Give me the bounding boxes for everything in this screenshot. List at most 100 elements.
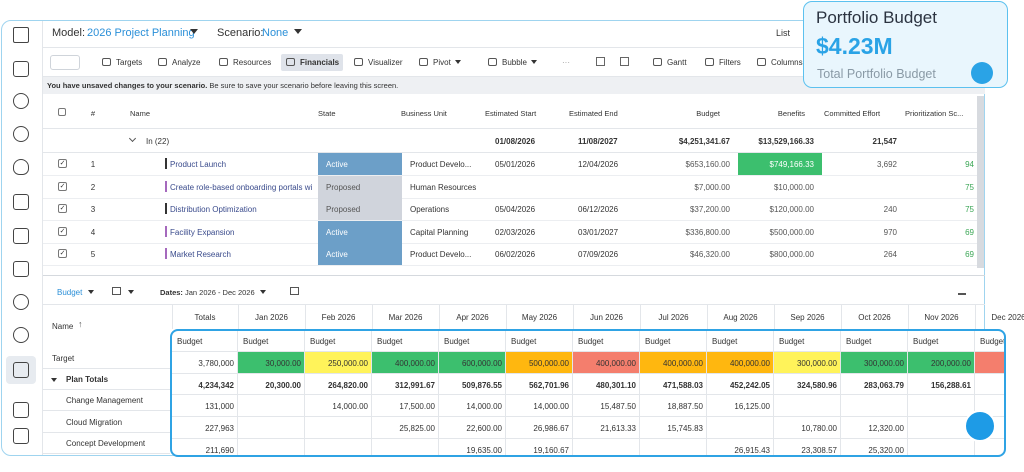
layout-icon[interactable] bbox=[13, 402, 29, 418]
portfolio-icon[interactable] bbox=[13, 61, 29, 77]
column-header[interactable]: Estimated End bbox=[569, 109, 618, 118]
globe-icon[interactable] bbox=[13, 327, 29, 343]
grid-cell bbox=[372, 352, 439, 374]
row-name: Cloud Migration bbox=[66, 418, 123, 427]
layout-toggle[interactable] bbox=[112, 287, 121, 295]
column-header[interactable]: # bbox=[90, 109, 96, 118]
column-header[interactable]: Business Unit bbox=[401, 109, 447, 118]
expand-caret[interactable] bbox=[51, 378, 57, 385]
state-cell bbox=[318, 243, 402, 266]
export-button[interactable] bbox=[958, 287, 966, 295]
grid-value: 3,780,000 bbox=[198, 359, 234, 368]
month-header[interactable]: Jun 2026 bbox=[590, 313, 623, 322]
dates-range[interactable]: Jan 2026 - Dec 2026 bbox=[185, 288, 255, 297]
toolbar-item[interactable]: Columns bbox=[771, 58, 803, 67]
toolbar-item[interactable]: Pivot bbox=[433, 58, 451, 67]
name-marker bbox=[165, 158, 167, 169]
tool-icon bbox=[488, 58, 497, 66]
month-header[interactable]: Nov 2026 bbox=[924, 313, 959, 322]
timeline-icon[interactable] bbox=[13, 93, 29, 109]
grid-cell bbox=[774, 417, 841, 439]
project-name[interactable]: Create role-based onboarding portals wi bbox=[170, 182, 313, 192]
expand-icon[interactable] bbox=[13, 428, 29, 444]
month-header[interactable]: Feb 2026 bbox=[321, 313, 356, 322]
card-pie-icon bbox=[971, 62, 993, 84]
project-name[interactable]: Facility Expansion bbox=[170, 227, 235, 237]
grid-cell bbox=[841, 352, 908, 374]
financials-icon[interactable] bbox=[13, 362, 29, 378]
scenario-select[interactable]: None bbox=[262, 27, 289, 39]
row-checkbox[interactable]: ✓ bbox=[58, 226, 67, 236]
model-select[interactable]: 2026 Project Planning bbox=[87, 27, 195, 39]
month-header[interactable]: Mar 2026 bbox=[388, 313, 423, 322]
name-header[interactable]: Name bbox=[52, 322, 74, 331]
toolbar-item[interactable]: Gantt bbox=[667, 58, 687, 67]
target-icon[interactable] bbox=[13, 126, 29, 142]
project-name[interactable]: Market Research bbox=[170, 250, 231, 260]
month-cell bbox=[975, 305, 1024, 329]
row-checkbox[interactable]: ✓ bbox=[58, 159, 67, 168]
row-checkbox[interactable]: ✓ bbox=[58, 204, 67, 214]
month-header[interactable]: Aug 2026 bbox=[723, 313, 758, 322]
list-tab[interactable]: List bbox=[776, 28, 791, 38]
report-icon[interactable] bbox=[13, 261, 29, 277]
grid-icon[interactable] bbox=[13, 228, 29, 244]
grid-value: 20,300.00 bbox=[265, 380, 301, 390]
people-icon[interactable] bbox=[13, 294, 29, 310]
month-header[interactable]: Oct 2026 bbox=[858, 313, 891, 322]
toolbar-item[interactable]: Filters bbox=[719, 58, 741, 67]
notice-text: Be sure to save your scenario before lea… bbox=[207, 81, 399, 90]
prioritization-score: 94 bbox=[965, 160, 974, 169]
grid-value: 131,000 bbox=[205, 402, 234, 412]
sidebar-divider bbox=[42, 21, 43, 455]
column-header[interactable]: State bbox=[318, 109, 336, 118]
toolbar-item[interactable]: Financials bbox=[300, 58, 340, 67]
month-header[interactable]: Apr 2026 bbox=[456, 313, 489, 322]
dates-label[interactable]: Dates: bbox=[160, 288, 183, 297]
toolbar-item[interactable]: Bubble bbox=[502, 58, 527, 67]
grid-value: 300,000.00 bbox=[796, 359, 837, 368]
month-cell bbox=[841, 305, 908, 329]
month-header[interactable]: Totals bbox=[194, 313, 216, 322]
metric-select[interactable]: Budget bbox=[57, 288, 83, 297]
grid-cell bbox=[305, 373, 372, 396]
grid-cell bbox=[640, 352, 707, 374]
toolbar-item[interactable]: ··· bbox=[562, 58, 570, 67]
idea-icon[interactable] bbox=[13, 159, 29, 175]
column-header[interactable]: Estimated Start bbox=[485, 109, 537, 118]
toolbar-item[interactable]: Visualizer bbox=[368, 58, 403, 67]
grid-col-header-cell bbox=[975, 331, 1004, 352]
toolbar-item[interactable]: Targets bbox=[116, 58, 143, 67]
home-icon[interactable] bbox=[13, 27, 29, 43]
scenario-label: Scenario: bbox=[217, 27, 264, 39]
project-name[interactable]: Distribution Optimization bbox=[170, 205, 257, 215]
state: Active bbox=[326, 227, 348, 237]
month-header[interactable]: Jul 2026 bbox=[658, 313, 689, 322]
toolbar-item[interactable]: Analyze bbox=[172, 58, 201, 67]
assistant-button[interactable] bbox=[964, 410, 996, 442]
package-icon[interactable] bbox=[13, 194, 29, 210]
column-header[interactable]: Benefits bbox=[777, 109, 805, 118]
month-header[interactable]: Dec 2026 bbox=[991, 313, 1024, 322]
project-name[interactable]: Product Launch bbox=[170, 160, 227, 169]
toolbar-item[interactable]: Resources bbox=[233, 58, 272, 67]
month-header[interactable]: Jan 2026 bbox=[255, 313, 288, 322]
tool-icon bbox=[757, 58, 766, 66]
icon-button[interactable] bbox=[596, 57, 605, 66]
grid-col-header: Budget bbox=[645, 337, 671, 346]
month-header[interactable]: Sep 2026 bbox=[790, 313, 825, 322]
chart-toggle[interactable] bbox=[290, 287, 299, 295]
column-header[interactable]: Committed Effort bbox=[824, 109, 881, 118]
column-header[interactable]: Name bbox=[130, 109, 151, 118]
checkbox[interactable] bbox=[58, 108, 66, 116]
grid-value: 109 bbox=[975, 381, 1004, 390]
column-header[interactable]: Budget bbox=[696, 109, 720, 118]
row-checkbox[interactable]: ✓ bbox=[58, 181, 67, 191]
icon-button[interactable] bbox=[620, 57, 629, 66]
month-cell bbox=[439, 305, 506, 329]
row-checkbox[interactable]: ✓ bbox=[58, 249, 67, 259]
column-header[interactable]: Prioritization Sc... bbox=[905, 109, 964, 118]
view-button[interactable] bbox=[50, 55, 80, 70]
month-header[interactable]: May 2026 bbox=[521, 313, 558, 322]
